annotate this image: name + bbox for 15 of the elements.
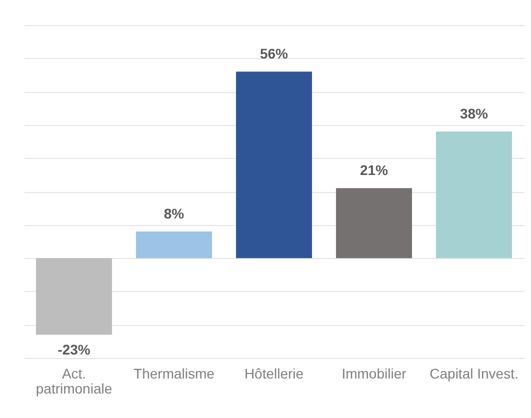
x-tick-label: Immobilier xyxy=(342,366,407,382)
data-label: 21% xyxy=(360,162,389,178)
data-label: 38% xyxy=(460,106,489,122)
x-tick-label: Thermalisme xyxy=(134,366,215,382)
bar xyxy=(336,188,412,258)
x-tick-label: Act. patrimoniale xyxy=(36,366,112,396)
x-tick-label: Hôtellerie xyxy=(244,366,304,382)
data-label: 8% xyxy=(164,205,185,222)
bar xyxy=(236,72,312,258)
data-label: -23% xyxy=(58,342,91,358)
bar xyxy=(136,231,212,258)
bar xyxy=(436,132,512,258)
bar xyxy=(36,258,112,335)
data-label: 56% xyxy=(260,46,289,62)
x-tick-label: Capital Invest. xyxy=(430,366,518,382)
